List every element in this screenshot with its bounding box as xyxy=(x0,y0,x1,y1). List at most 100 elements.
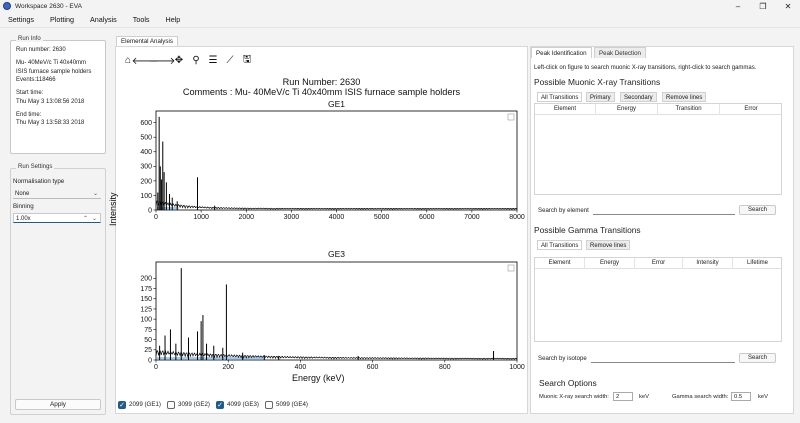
search-hint: Left-click on figure to search muonic X-… xyxy=(534,65,757,71)
muonic-width-input[interactable]: 2 xyxy=(613,392,633,401)
gamma-width-input[interactable]: 0.5 xyxy=(731,392,751,401)
run-settings-group: Run Settings xyxy=(10,164,106,415)
detector-ge2-label: 3099 (GE2) xyxy=(178,401,210,408)
tab-secondary[interactable]: Secondary xyxy=(620,92,657,102)
menu-tools[interactable]: Tools xyxy=(132,15,150,24)
checkbox-ge2[interactable] xyxy=(167,400,175,409)
col-gamma-energy[interactable]: Energy xyxy=(585,258,635,269)
checkbox-ge3[interactable]: ✓ xyxy=(216,400,224,409)
save-icon[interactable]: 🖫 xyxy=(242,54,252,65)
minimize-button[interactable]: – xyxy=(735,1,741,11)
plot-area xyxy=(115,46,528,414)
menu-plotting[interactable]: Plotting xyxy=(49,15,74,24)
detector-ge3[interactable]: ✓ 4099 (GE3) xyxy=(216,400,259,409)
checkbox-ge1[interactable]: ✓ xyxy=(118,400,126,409)
zoom-icon[interactable]: ⚲ xyxy=(192,55,200,66)
muonic-width-unit: keV xyxy=(639,394,649,400)
detector-ge1-label: 2099 (GE1) xyxy=(129,401,161,408)
title-bar: Workspace 2630 - EVA – ❐ ✕ xyxy=(0,0,800,12)
detector-ge1[interactable]: ✓ 2099 (GE1) xyxy=(118,400,161,409)
detector-ge3-label: 4099 (GE3) xyxy=(227,401,259,408)
search-isotope-label: Search by isotope xyxy=(538,355,587,362)
forward-arrow-icon[interactable]: 🡒 xyxy=(148,55,176,67)
binning-label: Binning xyxy=(13,203,34,210)
run-info-title: Run Info xyxy=(16,36,43,42)
search-isotope-input[interactable] xyxy=(591,354,735,363)
col-energy[interactable]: Energy xyxy=(596,104,658,115)
tab-peak-detection[interactable]: Peak Detection xyxy=(594,47,646,58)
ge1-title: GE1 xyxy=(328,99,346,109)
menu-help[interactable]: Help xyxy=(165,15,181,24)
binning-value: 1.00x xyxy=(16,216,31,222)
gamma-width-unit: keV xyxy=(758,394,768,400)
detector-checkboxes: ✓ 2099 (GE1) 3099 (GE2) ✓ 4099 (GE3) 509… xyxy=(118,399,314,410)
tab-gamma-all-transitions[interactable]: All Transitions xyxy=(537,240,583,250)
col-element[interactable]: Element xyxy=(535,104,596,115)
normalisation-select[interactable]: None ⌄ xyxy=(13,189,101,199)
chevron-up-icon[interactable]: ⌃ xyxy=(82,216,88,222)
col-transition[interactable]: Transition xyxy=(658,104,720,115)
normalisation-value: None xyxy=(15,191,30,197)
menu-settings[interactable]: Settings xyxy=(8,15,34,24)
muonic-section-title: Possible Muonic X-ray Transitions xyxy=(534,77,661,87)
search-element-input[interactable] xyxy=(593,206,735,215)
muonic-table: Element Energy Transition Error xyxy=(534,103,782,195)
plot-toolbar: ⌂ 🡐 🡒 ✥ ⚲ ☰ ⟋ 🖫 xyxy=(122,54,258,67)
close-button[interactable]: ✕ xyxy=(784,1,792,11)
col-error[interactable]: Error xyxy=(744,106,758,112)
ge3-title: GE3 xyxy=(328,249,346,259)
col-gamma-lifetime[interactable]: Lifetime xyxy=(746,260,768,266)
tab-peak-identification[interactable]: Peak Identification xyxy=(531,47,592,58)
tab-gamma-remove-lines[interactable]: Remove lines xyxy=(586,240,631,250)
gamma-section-title: Possible Gamma Transitions xyxy=(534,225,641,235)
run-info-line: Start time: xyxy=(16,90,44,97)
checkbox-ge4[interactable] xyxy=(265,400,273,409)
tab-elemental-analysis[interactable]: Elemental Analysis xyxy=(116,36,178,47)
run-info-line: ISIS furnace sample holders xyxy=(16,68,92,75)
col-gamma-error[interactable]: Error xyxy=(635,258,683,269)
x-axis-label: Energy (keV) xyxy=(292,373,345,383)
gamma-table-header: Element Energy Error Intensity Lifetime xyxy=(535,258,781,269)
tab-primary[interactable]: Primary xyxy=(586,92,615,102)
run-settings-title: Run Settings xyxy=(16,164,55,170)
chevron-down-icon: ⌄ xyxy=(92,191,98,197)
window-title: Workspace 2630 - EVA xyxy=(15,2,82,10)
edit-axis-icon[interactable]: ⟋ xyxy=(226,55,234,66)
run-info-line: Thu May 3 13:58:33 2018 xyxy=(16,120,85,127)
menu-analysis[interactable]: Analysis xyxy=(89,15,117,24)
home-icon[interactable]: ⌂ xyxy=(124,55,132,66)
detector-ge4-label: 5099 (GE4) xyxy=(276,401,308,408)
back-arrow-icon[interactable]: 🡐 xyxy=(131,55,159,67)
run-info-line: Run number: 2630 xyxy=(16,47,66,53)
search-element-button[interactable]: Search xyxy=(739,205,776,215)
search-options-title: Search Options xyxy=(539,378,597,388)
gamma-width-label: Gamma search width: xyxy=(672,394,729,400)
tab-all-transitions[interactable]: All Transitions xyxy=(537,92,583,102)
chevron-down-icon[interactable]: ⌄ xyxy=(91,216,97,222)
detector-ge2[interactable]: 3099 (GE2) xyxy=(167,400,210,409)
run-info-group: Run Info Run number: 2630 Mu- 40MeV/c Ti … xyxy=(10,36,106,154)
col-gamma-element[interactable]: Element xyxy=(535,258,585,269)
run-info-line: Thu May 3 13:08:56 2018 xyxy=(16,98,85,105)
run-number-title: Run Number: 2630 xyxy=(282,77,361,87)
app-logo-icon xyxy=(3,2,11,10)
maximize-button[interactable]: ❐ xyxy=(759,1,767,11)
search-isotope-button[interactable]: Search xyxy=(739,353,776,363)
muonic-width-label: Muonic X-ray search width: xyxy=(539,394,609,400)
muonic-table-header: Element Energy Transition Error xyxy=(535,104,781,115)
apply-button[interactable]: Apply xyxy=(15,399,101,410)
comments-title: Comments : Mu- 40MeV/c Ti 40x40mm ISIS f… xyxy=(182,87,461,97)
binning-spinbox[interactable]: 1.00x ⌃ ⌄ xyxy=(13,213,101,223)
run-info-line: Events:118466 xyxy=(16,76,56,83)
menu-bar: Settings Plotting Analysis Tools Help xyxy=(0,12,800,28)
y-axis-label: Intensity xyxy=(108,192,118,226)
run-info-line: Mu- 40MeV/c Ti 40x40mm xyxy=(16,60,87,67)
pan-icon[interactable]: ✥ xyxy=(174,55,184,66)
normalisation-label: Normalisation type xyxy=(13,178,65,185)
tab-remove-lines[interactable]: Remove lines xyxy=(662,92,707,102)
search-element-label: Search by element xyxy=(538,207,589,214)
col-gamma-intensity[interactable]: Intensity xyxy=(683,258,733,269)
configure-subplots-icon[interactable]: ☰ xyxy=(208,55,218,66)
gamma-table: Element Energy Error Intensity Lifetime xyxy=(534,257,782,342)
detector-ge4[interactable]: 5099 (GE4) xyxy=(265,400,308,409)
